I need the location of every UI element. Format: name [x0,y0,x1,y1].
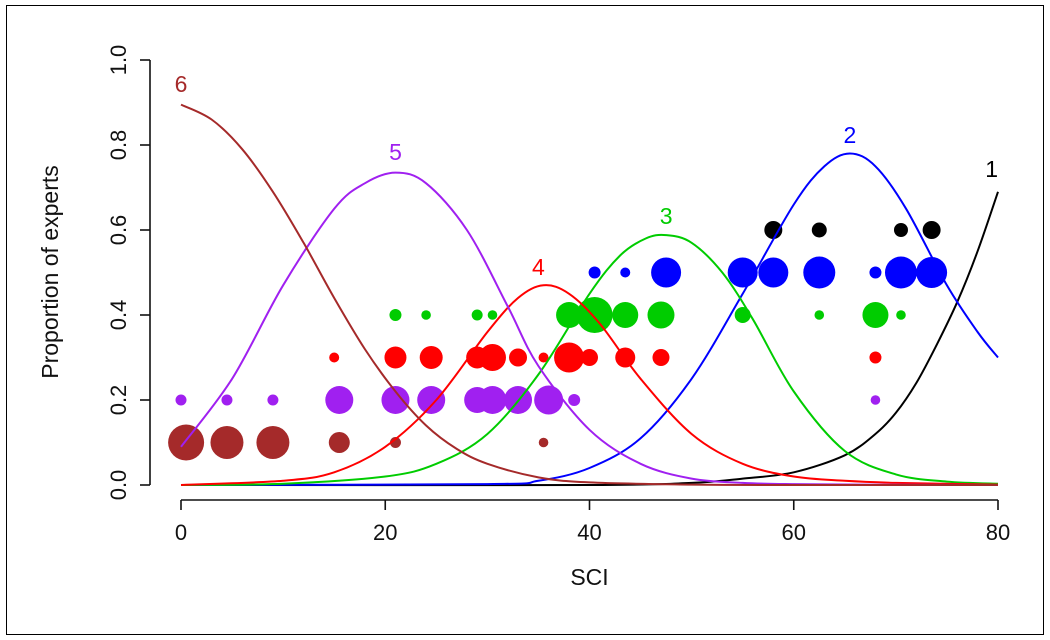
curve-3 [180,233,999,486]
curve-5 [180,171,999,486]
data-point-series-6 [328,432,350,453]
y-tick-label: 0.4 [106,300,131,331]
data-point-series-2 [758,257,789,288]
curve-1 [180,191,999,487]
data-point-series-1 [922,221,941,239]
data-point-series-2 [588,266,601,279]
data-point-series-4 [554,342,585,373]
data-point-series-1 [811,222,827,238]
data-point-series-3 [421,310,431,320]
data-point-series-1 [893,223,908,237]
data-point-series-3 [471,309,483,321]
curve-4 [180,284,999,486]
y-tick-label: 0.6 [106,215,131,246]
data-point-series-4 [869,351,882,364]
data-point-series-2 [727,257,758,288]
data-point-series-5 [267,394,279,406]
x-tick-label: 40 [577,520,601,545]
y-tick-label: 0.2 [106,385,131,416]
curve-label-5: 5 [389,139,402,165]
y-tick-label: 1.0 [106,45,131,76]
data-point-series-6 [389,437,401,448]
data-point-series-5 [175,394,187,406]
data-point-series-6 [538,437,549,448]
data-point-series-3 [576,297,613,333]
y-axis-title: Proportion of experts [37,165,63,379]
data-point-series-4 [478,344,506,371]
data-point-series-4 [652,349,670,366]
data-point-series-5 [417,386,446,414]
data-point-series-1 [764,221,783,239]
data-point-series-5 [221,394,233,406]
data-point-series-5 [325,386,354,414]
data-point-series-2 [916,257,948,288]
data-point-series-5 [870,395,881,405]
data-point-series-3 [734,307,751,323]
data-point-series-2 [620,267,631,278]
data-point-series-6 [256,426,290,459]
data-point-series-3 [647,301,675,329]
data-point-series-5 [568,394,581,406]
x-tick-label: 20 [373,520,397,545]
data-point-series-5 [478,386,507,414]
data-point-series-6 [168,424,205,461]
data-point-series-4 [509,348,528,367]
x-tick-label: 0 [175,520,187,545]
data-point-series-4 [384,346,407,369]
y-tick-label: 0.0 [106,470,131,501]
x-axis-title: SCI [570,564,608,590]
data-point-series-4 [329,352,340,363]
y-tick-label: 0.8 [106,130,131,161]
data-point-series-6 [210,426,244,459]
curve-6 [180,103,999,487]
x-tick-label: 60 [782,520,806,545]
data-point-series-2 [884,256,917,289]
data-point-series-2 [803,256,836,289]
data-point-series-3 [556,302,583,328]
curve-2 [180,152,999,486]
curve-label-2: 2 [844,122,857,148]
data-point-series-2 [651,257,682,288]
data-point-series-3 [862,302,889,328]
data-point-series-5 [381,386,410,414]
curve-label-4: 4 [532,254,545,280]
data-point-series-3 [896,310,906,320]
curve-label-3: 3 [660,203,673,229]
data-point-series-4 [538,352,549,363]
data-point-series-5 [534,385,564,415]
data-point-series-4 [581,349,598,366]
data-point-series-3 [389,309,402,321]
curve-label-1: 1 [985,156,998,182]
data-point-series-3 [612,302,639,328]
data-point-series-3 [487,310,498,320]
curve-label-6: 6 [175,71,188,97]
data-point-series-4 [419,346,443,369]
data-point-series-3 [814,310,825,320]
x-tick-label: 80 [986,520,1010,545]
data-point-series-2 [869,266,882,279]
